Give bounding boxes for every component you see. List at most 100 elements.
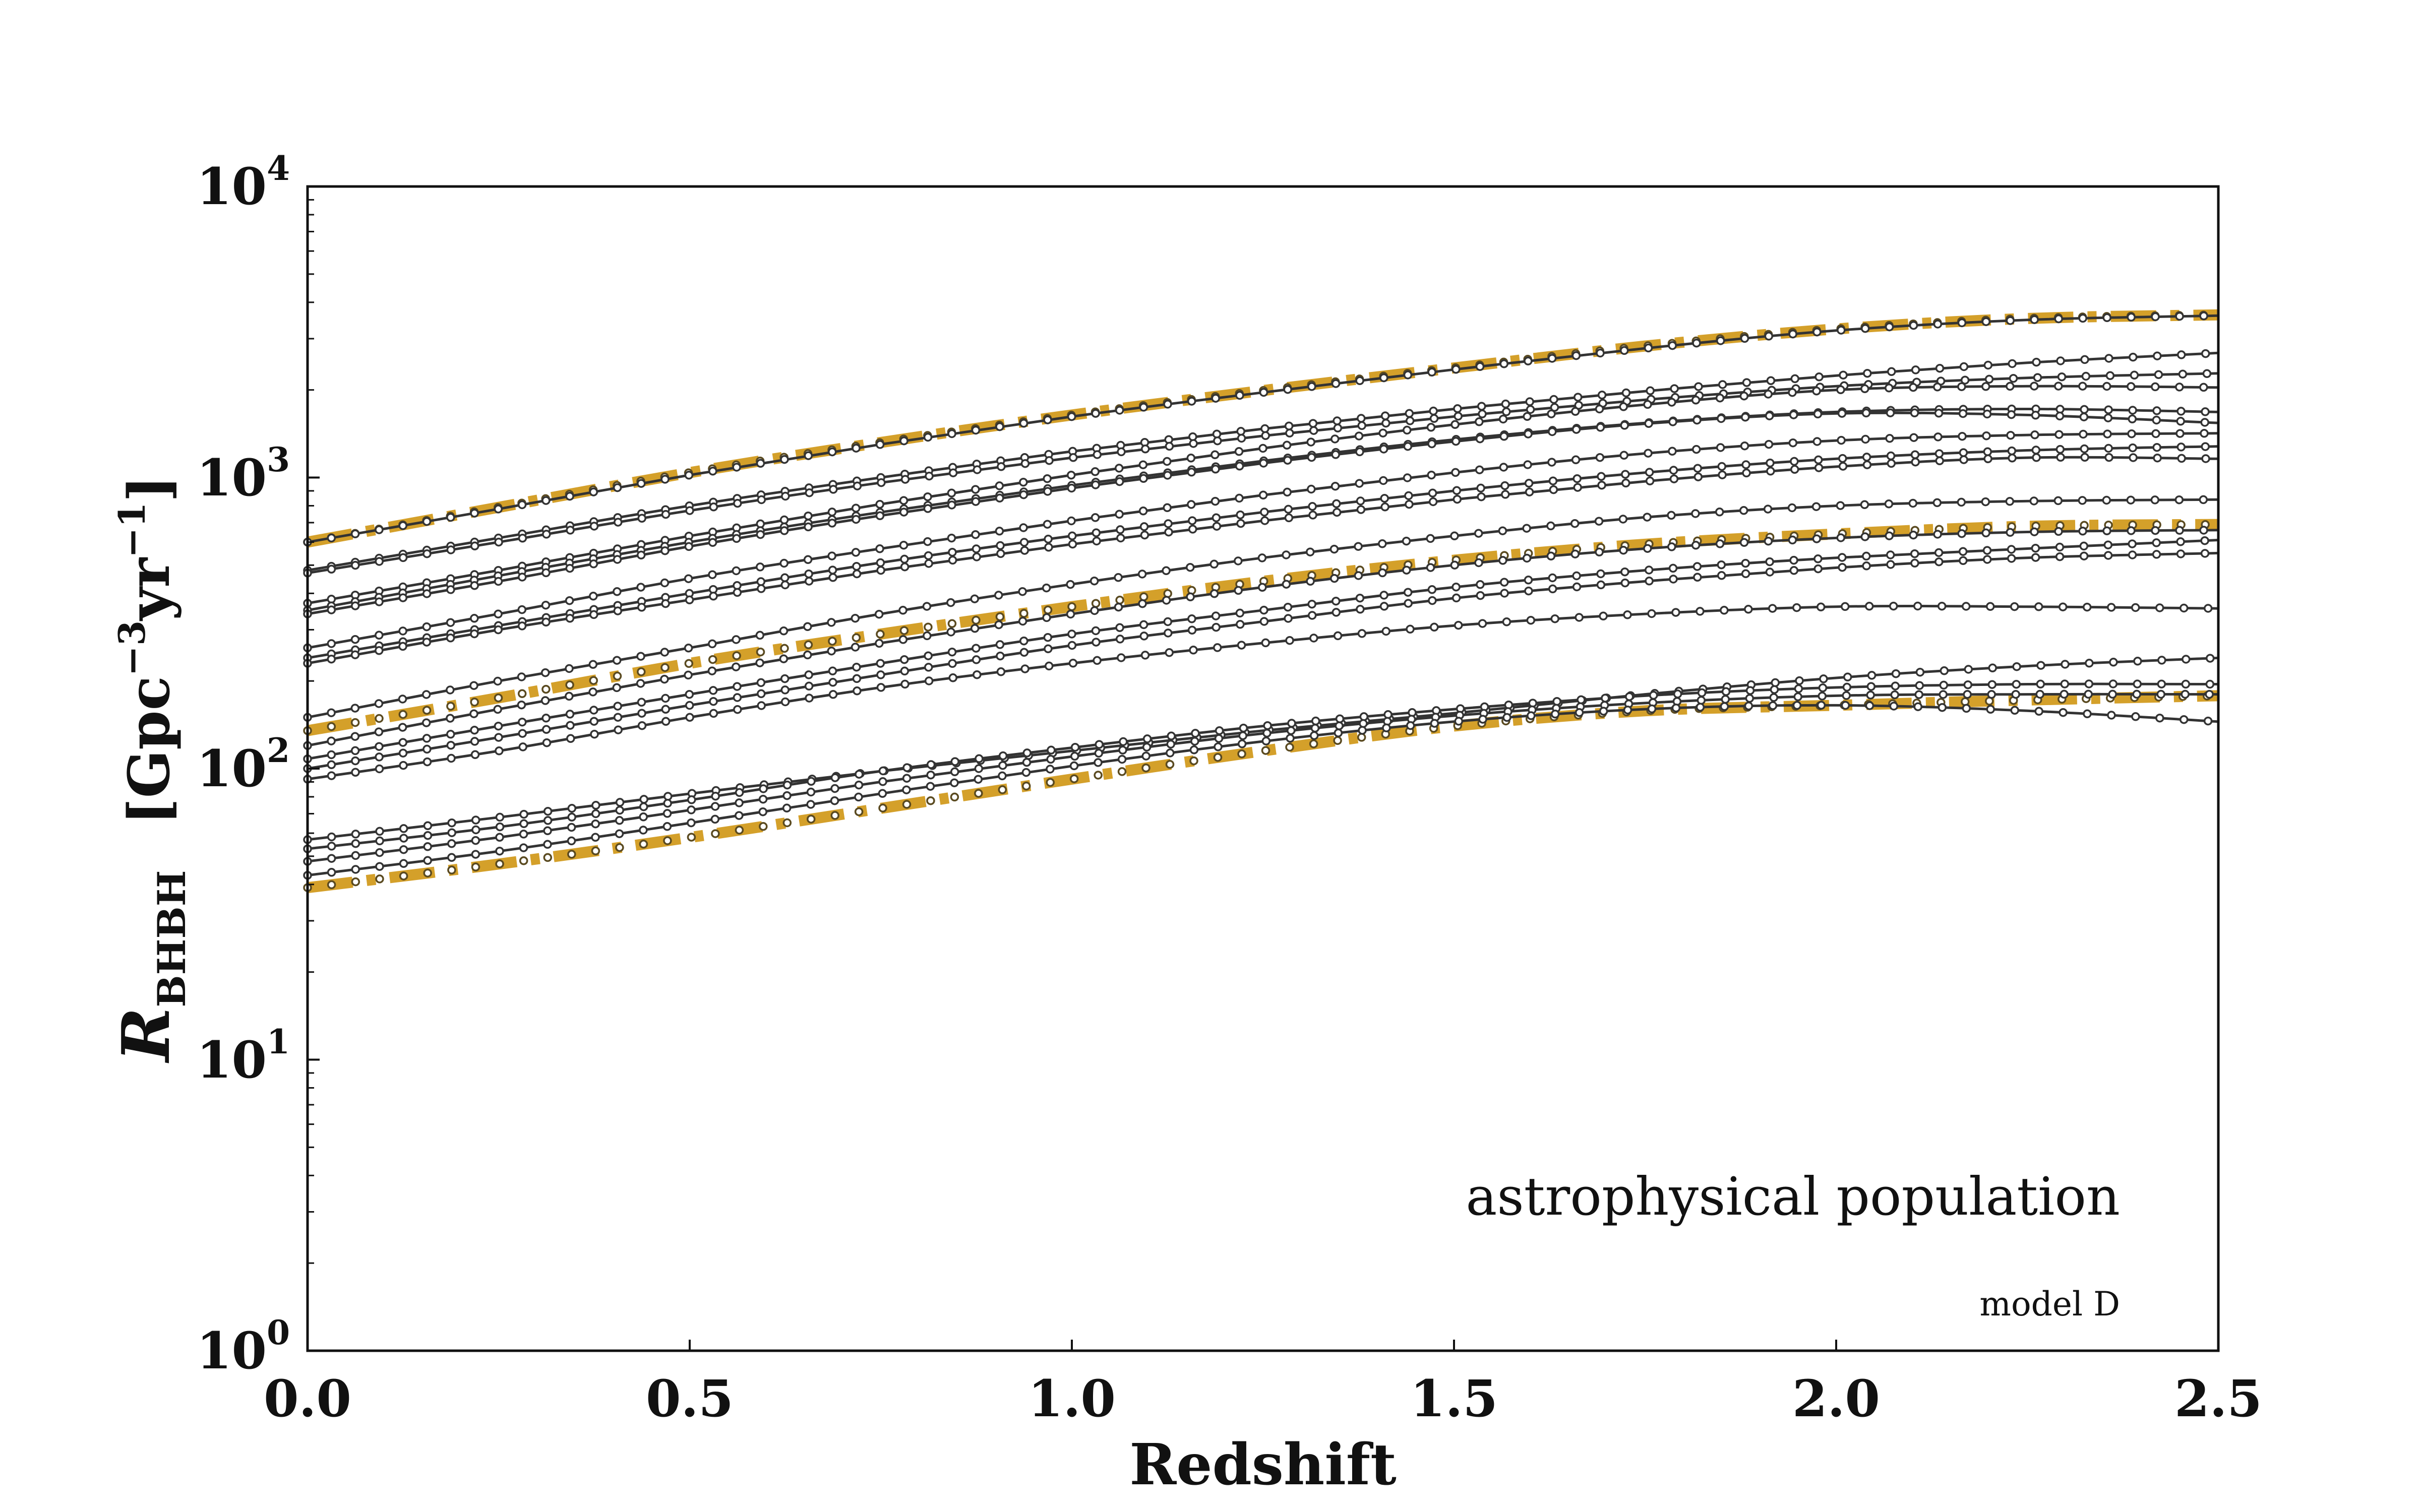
series-marker: [1793, 692, 1802, 702]
series-marker: [1406, 624, 1415, 634]
annotation-population: astrophysical population: [1466, 1166, 2120, 1227]
series-marker: [684, 471, 694, 480]
series-marker: [1500, 589, 1509, 598]
series-marker: [1866, 690, 1875, 700]
series-marker: [948, 468, 958, 477]
series-marker: [1284, 421, 1294, 430]
series-marker: [1067, 516, 1076, 526]
series-marker: [1262, 728, 1272, 738]
series-marker: [2153, 453, 2162, 463]
series-marker: [1739, 538, 1749, 547]
series-marker: [2152, 415, 2161, 425]
series-marker: [1795, 676, 1804, 685]
series-marker: [947, 647, 957, 657]
series-marker: [1118, 745, 1127, 755]
series-marker: [1357, 421, 1366, 430]
series-marker: [970, 594, 979, 603]
series-marker: [1790, 465, 1799, 474]
series-marker: [1427, 367, 1436, 377]
series-marker: [780, 644, 789, 653]
series-marker: [566, 721, 575, 730]
series-marker: [780, 697, 790, 707]
series-marker: [662, 809, 672, 818]
series-marker: [732, 662, 741, 671]
series-marker: [1165, 442, 1174, 451]
series-marker: [327, 564, 336, 574]
series-marker: [899, 540, 909, 550]
series-marker: [1019, 477, 1028, 487]
series-marker: [1962, 704, 1971, 713]
series-marker: [1864, 602, 1874, 611]
series-marker: [876, 670, 885, 679]
series-marker: [851, 503, 861, 513]
series-marker: [2007, 545, 2016, 554]
series-marker: [471, 825, 480, 835]
series-marker: [1066, 580, 1075, 589]
series-marker: [733, 705, 742, 714]
series-marker: [2008, 359, 2017, 368]
series-marker: [2032, 453, 2041, 462]
series-marker: [399, 845, 408, 854]
series-marker: [2201, 454, 2210, 463]
series-marker: [1354, 542, 1363, 551]
series-marker: [2205, 654, 2215, 663]
series-marker: [2031, 553, 2040, 562]
series-marker: [1577, 695, 1586, 705]
series-marker: [1428, 497, 1438, 507]
series-marker: [1819, 674, 1828, 683]
series-marker: [1234, 447, 1244, 456]
series-marker: [1355, 479, 1364, 488]
series-marker: [1286, 734, 1295, 743]
series-marker: [2200, 536, 2209, 545]
series-marker: [1649, 690, 1658, 700]
series-8: [303, 442, 2219, 663]
series-marker: [1716, 443, 1725, 452]
series-marker: [613, 555, 622, 564]
series-marker: [1282, 440, 1292, 450]
series-marker: [375, 874, 384, 884]
series-marker: [1451, 582, 1461, 592]
series-2: [303, 349, 2219, 575]
series-marker: [542, 738, 552, 747]
series-marker: [1234, 556, 1243, 565]
series-marker: [1981, 317, 1991, 326]
series-marker: [1768, 604, 1777, 613]
series-marker: [1355, 593, 1365, 603]
series-marker: [2006, 528, 2015, 537]
series-marker: [471, 836, 480, 845]
x-tick-labels: 0.0 0.5 1.0 1.5 2.0 2.5: [264, 1369, 2262, 1428]
series-marker: [804, 670, 813, 679]
series-marker: [1910, 450, 1920, 459]
series-marker: [2108, 689, 2117, 699]
series-marker: [660, 475, 670, 484]
series-marker: [660, 546, 670, 555]
series-marker: [1959, 362, 1969, 371]
series-marker: [1307, 484, 1316, 494]
series-marker: [447, 853, 456, 862]
series-marker: [2030, 315, 2039, 324]
series-marker: [2082, 602, 2092, 612]
series-marker: [1237, 433, 1246, 443]
series-marker: [327, 750, 336, 760]
series-marker: [1982, 546, 1992, 555]
series-marker: [804, 569, 813, 579]
series-marker: [804, 451, 813, 460]
series-marker: [2176, 537, 2185, 546]
series-marker: [1450, 420, 1460, 429]
series-marker: [972, 644, 981, 653]
series-marker: [1546, 551, 1556, 561]
series-marker: [1091, 599, 1101, 608]
series-marker: [948, 547, 957, 557]
series-marker: [1764, 390, 1773, 399]
series-marker: [924, 663, 933, 672]
series-marker: [2030, 430, 2039, 439]
series-marker: [1644, 449, 1653, 458]
series-marker: [1140, 445, 1150, 454]
series-marker: [924, 651, 933, 660]
series-marker: [1234, 586, 1243, 595]
series-marker: [327, 868, 336, 877]
series-marker: [1066, 470, 1076, 480]
series-marker: [2202, 369, 2212, 379]
series-marker: [1667, 542, 1676, 551]
series-marker: [830, 796, 839, 805]
